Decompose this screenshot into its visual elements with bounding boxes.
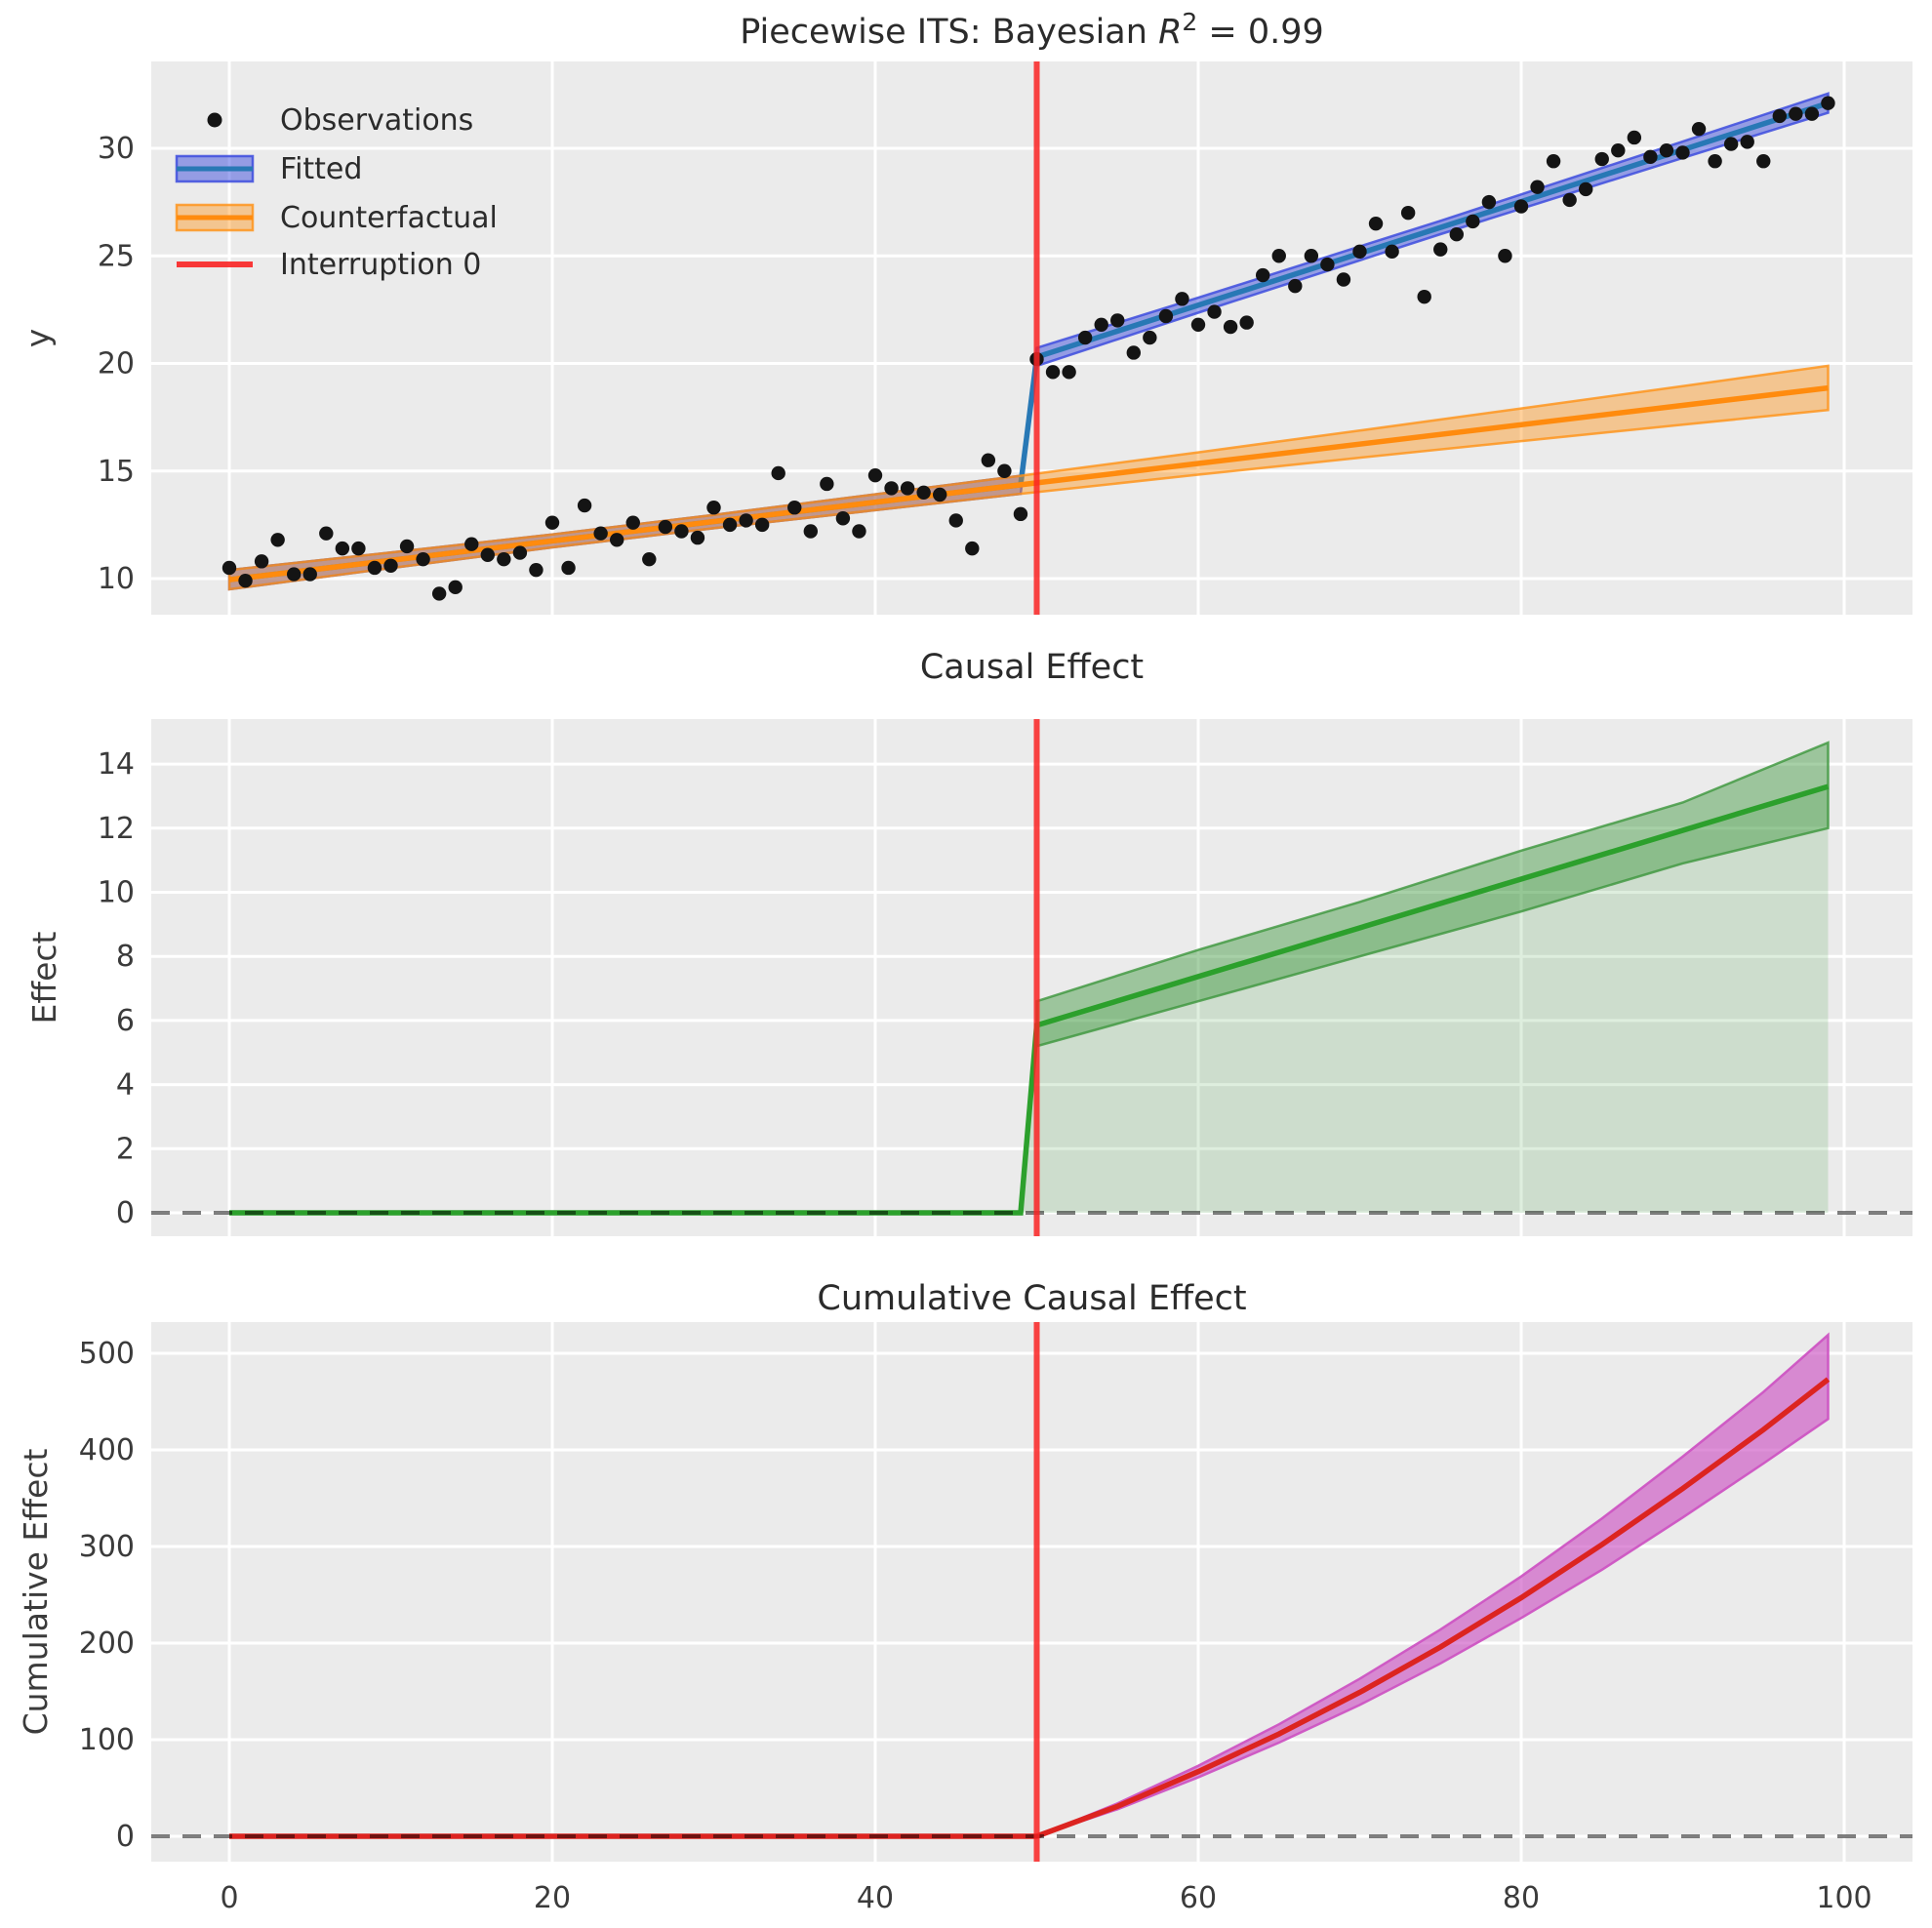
panel-title: Piecewise ITS: Bayesian R2 = 0.99 [740, 8, 1324, 52]
x-tick-label: 60 [1180, 1881, 1217, 1915]
y-tick-labels: 0 100 200 300 400 500 [79, 1337, 135, 1854]
legend-label: Interruption 0 [280, 248, 481, 282]
y-tick-label: 500 [79, 1337, 135, 1371]
y-tick-label: 0 [116, 1820, 135, 1854]
panel-0: 10 15 20 25 30 y Piecewise ITS: Bayesian R2 = … [19, 8, 1912, 615]
counterfactual-line [228, 384, 1829, 582]
y-tick-label: 400 [79, 1433, 135, 1467]
y-tick-labels: 0 2 4 6 8 10 12 14 [98, 747, 135, 1230]
y-tick-label: 0 [116, 1196, 135, 1230]
legend-label: Observations [280, 103, 473, 138]
panel-content [221, 92, 1835, 601]
y-tick-label: 4 [116, 1068, 135, 1103]
legend: Observations Fitted Counterfactual Interrup… [175, 103, 498, 282]
x-tick-labels: 0 20 40 60 80 100 [220, 1881, 1872, 1915]
y-tick-label: 20 [98, 347, 135, 382]
y-tick-label: 14 [98, 747, 135, 782]
x-tick-label: 20 [534, 1881, 571, 1915]
cumulative-effect-line [229, 1377, 1831, 1839]
legend-label: Fitted [280, 152, 362, 186]
y-tick-label: 12 [98, 812, 135, 846]
y-tick-label: 200 [79, 1627, 135, 1661]
y-tick-label: 2 [116, 1132, 135, 1166]
x-tick-label: 40 [857, 1881, 894, 1915]
panel-2: 0 100 200 300 400 500 Cumulative Effect Cumulat… [17, 1279, 1912, 1862]
panel-content [151, 1332, 1912, 1839]
panel-title: Cumulative Causal Effect [817, 1279, 1246, 1318]
cumulative-credible-band [1036, 1332, 1830, 1838]
y-tick-label: 25 [98, 239, 135, 273]
y-tick-label: 10 [98, 876, 135, 910]
x-tick-label: 80 [1503, 1881, 1540, 1915]
observations-scatter [221, 96, 1835, 601]
observations-marker [207, 112, 222, 128]
y-tick-label: 300 [79, 1530, 135, 1564]
y-tick-label: 30 [98, 132, 135, 166]
effect-credible-band [1035, 741, 1830, 1048]
effect-area-fill [1021, 786, 1829, 1213]
y-tick-label: 15 [98, 455, 135, 489]
panel-title: Causal Effect [920, 648, 1144, 687]
x-tick-label: 100 [1816, 1881, 1872, 1915]
y-tick-label: 10 [98, 562, 135, 596]
y-tick-labels: 10 15 20 25 30 [98, 132, 135, 596]
y-tick-label: 100 [79, 1723, 135, 1757]
axes-background [151, 1322, 1912, 1862]
y-axis-label: y [19, 329, 57, 348]
x-tick-label: 0 [220, 1881, 238, 1915]
axes-background [151, 61, 1912, 615]
y-axis-label: Cumulative Effect [17, 1449, 55, 1736]
y-axis-label: Effect [25, 931, 63, 1024]
legend-label: Counterfactual [280, 201, 498, 235]
y-tick-label: 8 [116, 940, 135, 974]
panel-content [151, 741, 1912, 1216]
y-tick-label: 6 [116, 1004, 135, 1038]
panel-1: 0 2 4 6 8 10 12 14 Effect Causal Effect [25, 648, 1912, 1236]
